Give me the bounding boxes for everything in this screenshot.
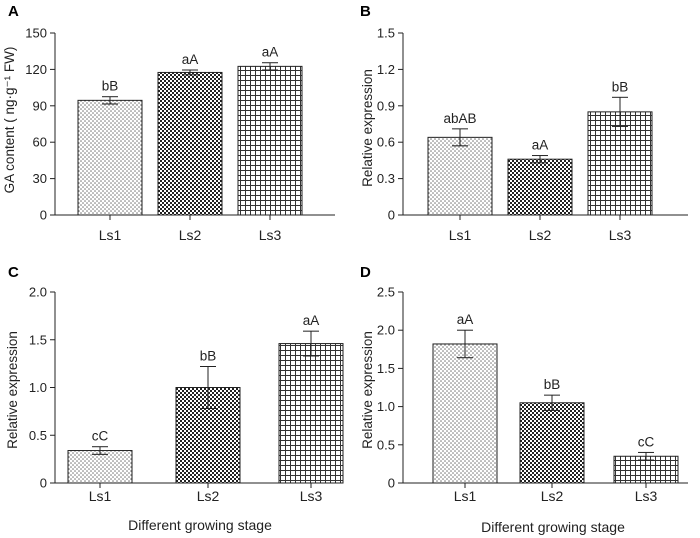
significance-label: bB [544,377,561,392]
significance-label: bB [102,79,119,94]
panel-d: D Relative expression 0 0.5 1.0 1.5 2.0 2.5 Ls1 a… [360,264,688,504]
significance-label: bB [612,79,629,94]
significance-label: aA [532,138,549,153]
y-tick-label: 150 [25,26,47,41]
y-tick-label: 1.5 [29,332,47,347]
panel-c: C Relative expression 0 0.5 1.0 1.5 2.0 Ls1 cC Ls… [5,264,344,504]
y-tick-label: 2.0 [377,323,395,338]
significance-label: aA [182,52,199,67]
y-axis-label: Relative expression [360,69,375,187]
panel-letter: C [8,264,19,281]
y-tick-label: 0.6 [377,135,395,150]
x-tick-label: Ls3 [609,227,632,243]
x-tick-label: Ls2 [197,488,220,504]
bar-ls1 [67,450,133,484]
panel-b: B Relative expression 0 0.3 0.6 0.9 1.2 1.5 Ls1 a… [360,3,688,243]
y-tick-label: 0 [388,476,395,491]
y-tick-label: 1.0 [29,380,47,395]
y-tick-label: 0.5 [29,428,47,443]
x-axis-label-right: Different growing stage [481,519,625,535]
x-tick-label: Ls2 [529,227,552,243]
y-tick-label: 2.5 [377,285,395,300]
x-tick-label: Ls3 [300,488,323,504]
bar-ls1 [77,99,143,216]
y-tick-label: 60 [33,135,47,150]
y-tick-label: 0 [40,476,47,491]
y-tick-label: 0 [388,208,395,223]
x-axis-label-left: Different growing stage [128,517,272,533]
significance-label: cC [638,434,655,449]
bar-ls3 [237,65,303,216]
y-tick-label: 0.3 [377,171,395,186]
y-tick-label: 0.5 [377,437,395,452]
bar-ls1 [432,343,498,484]
y-axis-label: Relative expression [360,331,375,449]
y-axis-label: Relative expression [5,331,20,449]
bar-ls3 [278,343,344,484]
x-tick-label: Ls2 [541,488,564,504]
x-tick-label: Ls3 [259,227,282,243]
y-tick-label: 0.9 [377,98,395,113]
significance-label: aA [262,45,279,60]
bar-ls3 [587,111,653,216]
panel-letter: A [8,3,19,20]
significance-label: bB [200,348,217,363]
y-axis-label: GA content ( ng·g⁻¹ FW) [2,47,17,194]
y-tick-label: 1.5 [377,26,395,41]
x-tick-label: Ls1 [449,227,472,243]
bar-ls2 [157,71,223,216]
y-tick-label: 120 [25,62,47,77]
bar-ls1 [427,136,493,216]
bar-ls2 [507,158,573,216]
y-tick-label: 1.2 [377,62,395,77]
y-tick-label: 90 [33,98,47,113]
y-tick-label: 1.0 [377,399,395,414]
x-tick-label: Ls1 [99,227,122,243]
significance-label: cC [92,429,109,444]
y-tick-label: 2.0 [29,285,47,300]
x-tick-label: Ls2 [179,227,202,243]
y-tick-label: 30 [33,171,47,186]
x-tick-label: Ls3 [635,488,658,504]
panel-letter: B [360,3,371,20]
bar-ls2 [519,402,585,484]
significance-label: aA [457,312,474,327]
y-tick-label: 0 [40,208,47,223]
x-tick-label: Ls1 [454,488,477,504]
panel-letter: D [360,264,371,281]
x-tick-label: Ls1 [89,488,112,504]
panel-a: A GA content ( ng·g⁻¹ FW) 0 30 60 90 120 150 Ls1… [2,3,335,243]
significance-label: aA [303,313,320,328]
significance-label: abAB [443,111,476,126]
y-tick-label: 1.5 [377,361,395,376]
